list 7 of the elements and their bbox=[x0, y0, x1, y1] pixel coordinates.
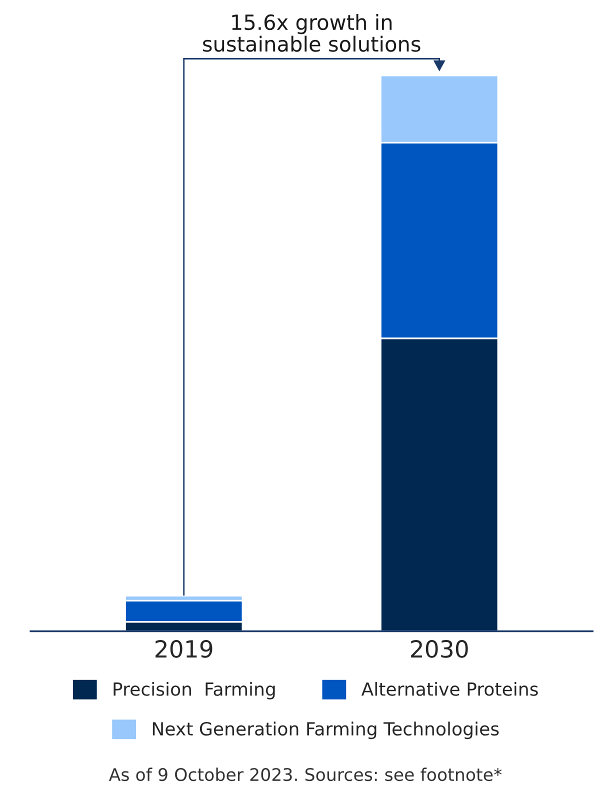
x-tick-label: 2030 bbox=[411, 640, 468, 658]
x-tick-label: 2019 bbox=[156, 640, 212, 658]
legend-label: Precision Farming bbox=[114, 682, 275, 700]
legend-label: Next Generation Farming Technologies bbox=[152, 722, 499, 740]
legend-label: Alternative Proteins bbox=[361, 682, 538, 696]
text: As of 9 October 2023. Sources: see footnote* bbox=[108, 768, 502, 782]
text: 15.6x growth in sustainable solutions bbox=[203, 14, 420, 52]
